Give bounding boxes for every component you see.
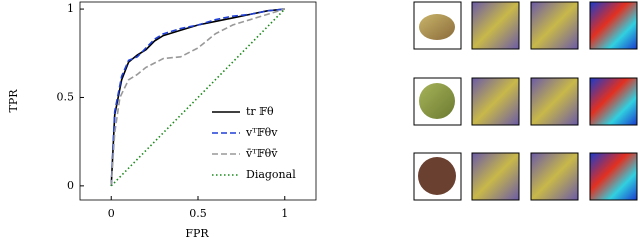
x-axis-label: FPR [185, 227, 209, 240]
x-tick-label: 0 [108, 207, 115, 220]
heatmap [589, 77, 638, 126]
y-axis-label: TPR [7, 89, 20, 113]
image-grid [413, 1, 638, 201]
fruit [419, 83, 455, 119]
legend-label: tr 𝔽θ [246, 105, 274, 118]
legend-label: Diagonal [246, 168, 296, 181]
heatmap [530, 1, 579, 50]
fruit [419, 14, 455, 40]
y-tick-label: 0 [67, 179, 74, 192]
roc-line [110, 8, 285, 186]
y-tick-label: 1 [67, 2, 74, 15]
heatmap [471, 77, 520, 126]
heatmap [471, 1, 520, 50]
legend-label: vᵀ𝔽θv [245, 126, 278, 139]
roc-line [110, 8, 286, 187]
heatmap [530, 77, 579, 126]
heatmap [471, 152, 520, 201]
y-tick-label: 0.5 [57, 90, 75, 103]
roc-line [110, 8, 285, 186]
x-tick-label: 0.5 [189, 207, 207, 220]
heatmap [589, 152, 638, 201]
heatmap [530, 152, 579, 201]
legend-label: v̄ᵀ𝔽θv̄ [245, 147, 278, 160]
fruit [418, 157, 456, 195]
heatmap [589, 1, 638, 50]
x-tick-label: 1 [281, 207, 288, 220]
